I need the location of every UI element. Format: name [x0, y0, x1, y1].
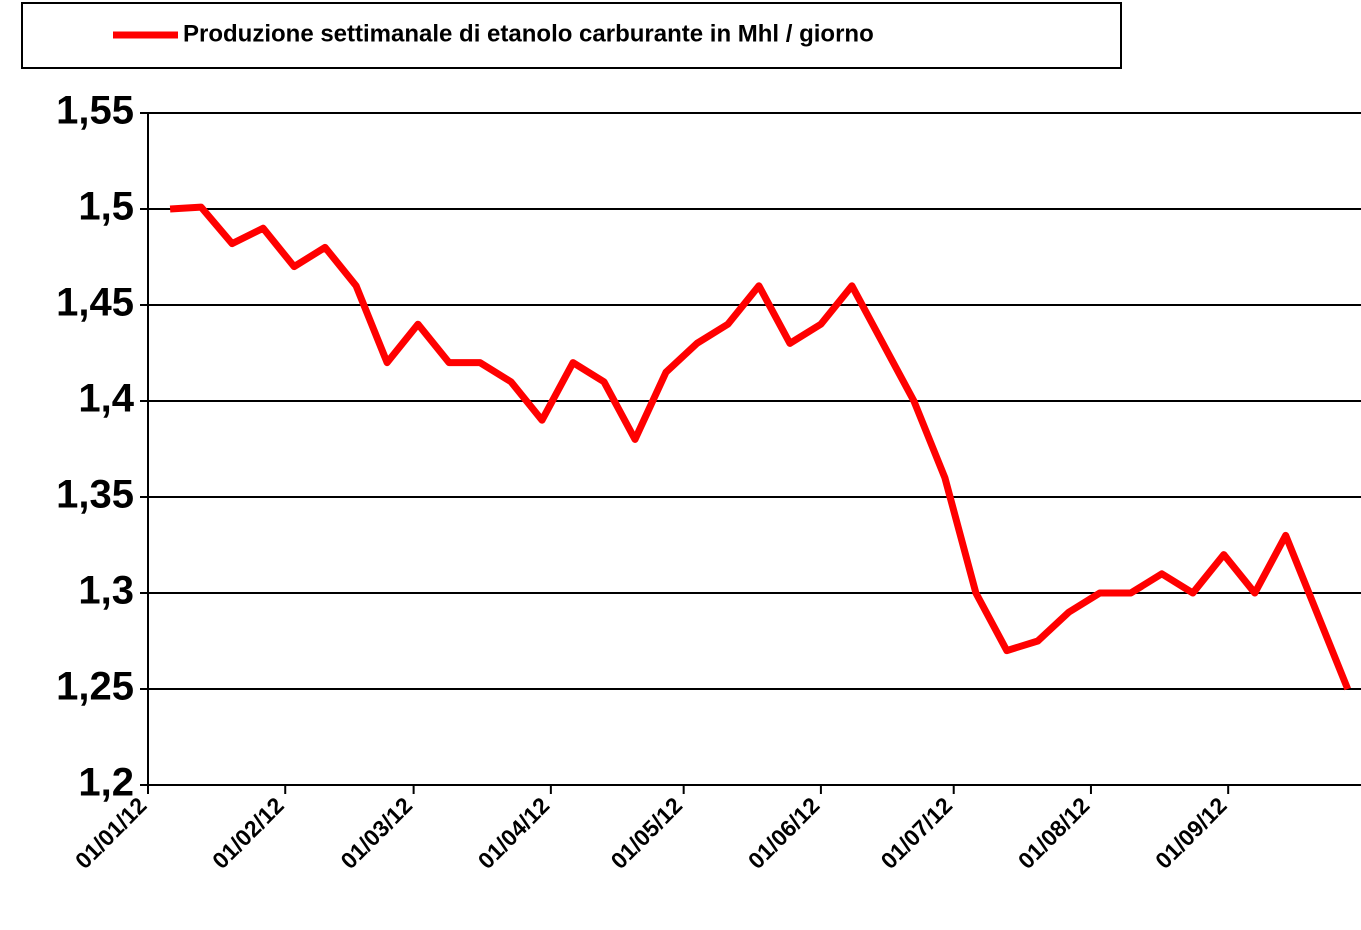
y-tick-label: 1,4 [78, 377, 134, 421]
y-tick-label: 1,2 [78, 761, 134, 805]
y-tick-label: 1,55 [56, 89, 134, 133]
y-tick-label: 1,25 [56, 665, 134, 709]
x-tick-label: 01/03/12 [335, 792, 417, 874]
y-tick-label: 1,35 [56, 473, 134, 517]
y-tick-label: 1,45 [56, 281, 134, 325]
x-tick-label: 01/07/12 [876, 792, 958, 874]
x-tick-label: 01/09/12 [1150, 792, 1232, 874]
legend-box [21, 2, 1122, 69]
x-tick-label: 01/06/12 [743, 792, 825, 874]
x-tick-label: 01/04/12 [473, 792, 555, 874]
series-line [169, 203, 1351, 691]
legend-label: Produzione settimanale di etanolo carbur… [183, 20, 874, 47]
y-tick-label: 1,3 [78, 569, 134, 613]
x-tick-label: 01/05/12 [606, 792, 688, 874]
x-tick-label: 01/08/12 [1013, 792, 1095, 874]
x-tick-label: 01/02/12 [207, 792, 289, 874]
y-tick-label: 1,5 [78, 185, 134, 229]
